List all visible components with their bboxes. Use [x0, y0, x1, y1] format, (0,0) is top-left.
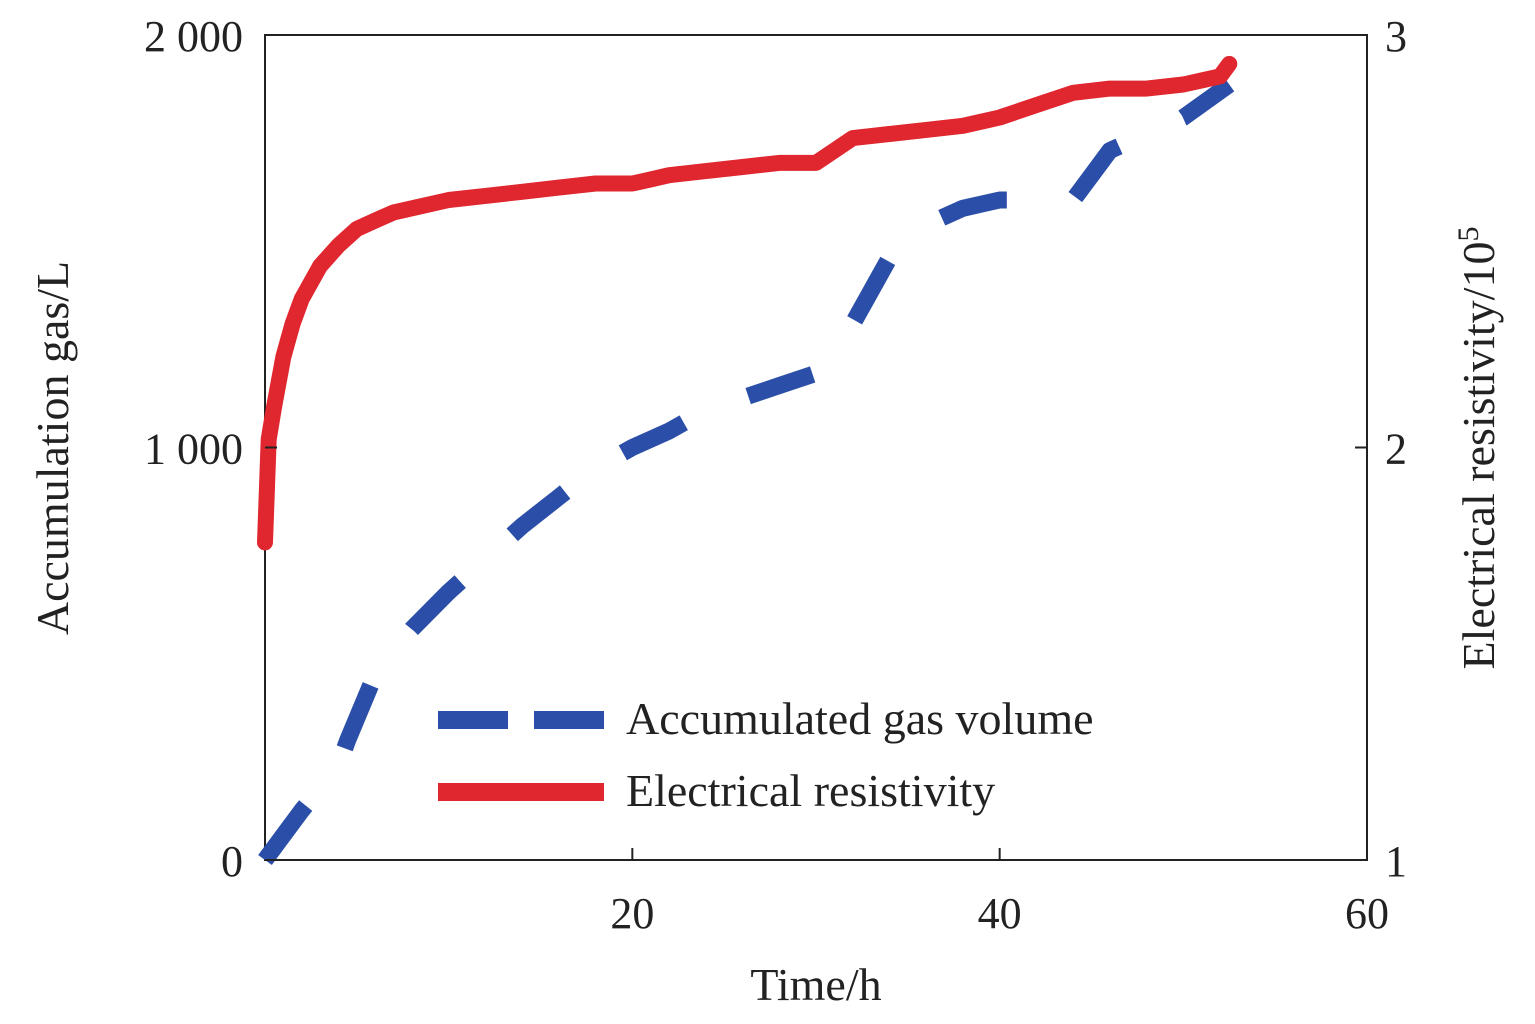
series-line-resistivity	[257, 55, 1238, 551]
tick-layer: 20 40 60 0 1 000 2 000 1 2 3	[144, 12, 1407, 938]
y-right-tick-label-3: 3	[1385, 12, 1407, 61]
legend-label-resistivity: Electrical resistivity	[626, 765, 995, 816]
x-tick-label-60: 60	[1345, 889, 1389, 938]
y-left-tick-label-1000: 1 000	[144, 425, 243, 474]
series-layer	[257, 55, 1238, 866]
y-axis-right-title: Electrical resistivity/105	[1452, 227, 1504, 670]
y-axis-left-title: Accumulation gas/L	[27, 261, 78, 635]
x-tick-label-20: 20	[610, 889, 654, 938]
y-left-tick-label-2000: 2 000	[144, 12, 243, 61]
y-right-tick-label-2: 2	[1385, 425, 1407, 474]
y-left-tick-label-0: 0	[221, 837, 243, 886]
legend-label-gas: Accumulated gas volume	[626, 693, 1094, 744]
y-right-tick-label-1: 1	[1385, 837, 1407, 886]
x-tick-label-40: 40	[978, 889, 1022, 938]
y-axis-right-title-base: Electrical resistivity/10	[1453, 242, 1504, 670]
x-axis-title: Time/h	[750, 959, 881, 1010]
legend: Accumulated gas volume Electrical resist…	[438, 693, 1094, 816]
y-axis-right-title-exponent: 5	[1452, 227, 1485, 242]
series-line-gas-volume	[258, 77, 1235, 866]
